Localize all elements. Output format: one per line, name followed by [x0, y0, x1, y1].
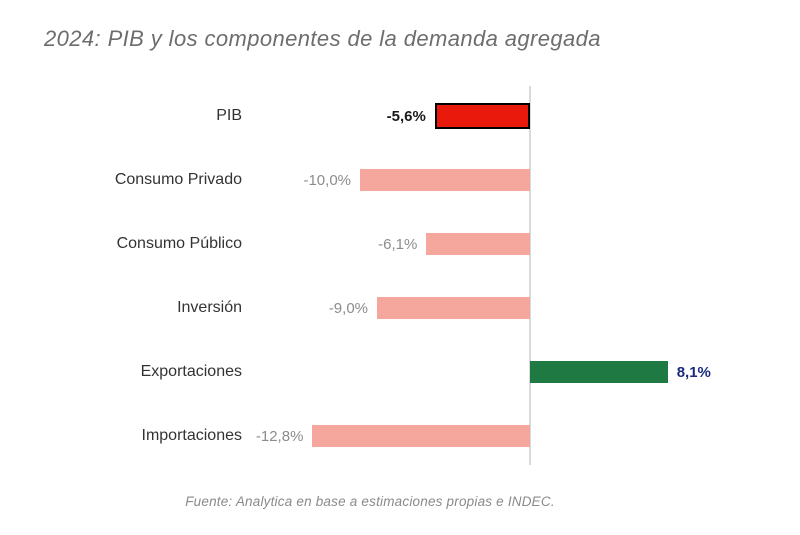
bar [360, 169, 530, 191]
chart-row: PIB -5,6% [0, 84, 800, 148]
category-label: Consumo Público [116, 235, 242, 252]
category-label: Inversión [177, 299, 242, 316]
source-note: Fuente: Analytica en base a estimaciones… [185, 494, 555, 509]
bar [426, 233, 530, 255]
category-label: Importaciones [141, 427, 243, 444]
value-label: -6,1% [378, 235, 418, 253]
value-label: -12,8% [255, 427, 304, 445]
bar [530, 361, 668, 383]
bar [377, 297, 530, 319]
bar [434, 103, 530, 129]
chart-row: Consumo Privado -10,0% [0, 148, 800, 212]
value-label: -10,0% [303, 171, 351, 189]
chart-row: Consumo Público -6,1% [0, 212, 800, 276]
chart-row: Exportaciones 8,1% [0, 340, 800, 404]
chart-title: 2024: PIB y los componentes de la demand… [44, 26, 601, 51]
bar [312, 425, 530, 447]
chart-row: Importaciones -12,8% [0, 404, 800, 468]
value-label: -5,6% [386, 107, 426, 125]
category-label: Exportaciones [140, 363, 242, 380]
chart-plot-area: PIB -5,6% Consumo Privado -10,0% Consumo Púb… [0, 84, 800, 468]
chart-row: Inversión -9,0% [0, 276, 800, 340]
zero-axis-line [529, 86, 531, 465]
value-label: -9,0% [328, 299, 368, 317]
category-label: PIB [216, 107, 242, 124]
value-label: 8,1% [676, 363, 711, 381]
category-label: Consumo Privado [114, 171, 242, 188]
